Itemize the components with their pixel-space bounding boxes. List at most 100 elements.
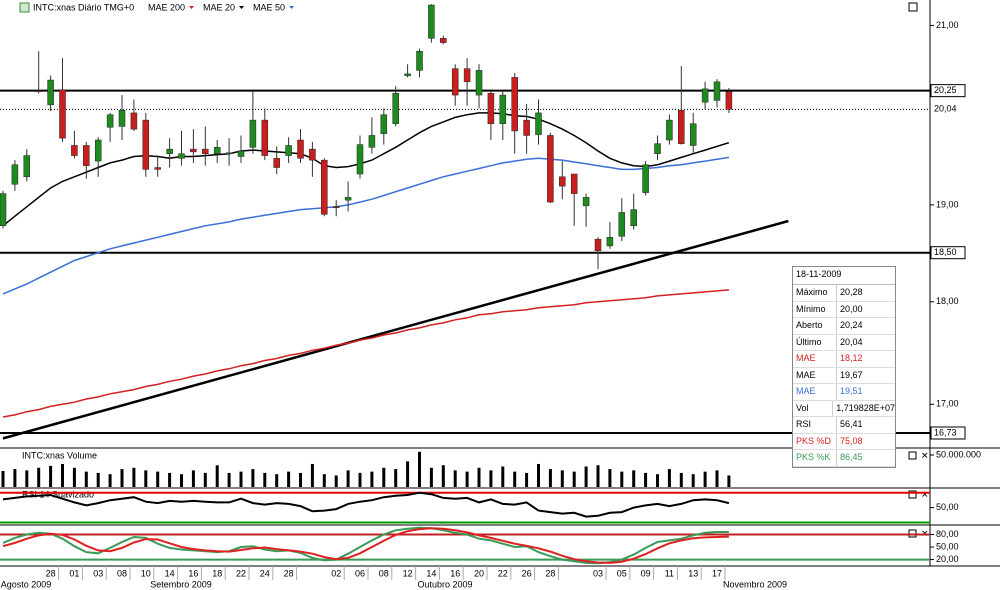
info-value: 18,12 [840,353,863,363]
panel-title: INTC:xnas Volume [22,450,97,460]
candle-body [59,89,66,139]
candle-body [118,109,126,127]
x-tick-label: 01 [69,568,79,578]
volume-bar [418,451,421,487]
volume-bar [322,474,326,487]
volume-bar [548,469,552,487]
info-row: PKS %D 75,08 [793,433,895,450]
x-tick-label: 24 [260,568,270,578]
symbol-icon[interactable] [19,2,30,13]
volume-bar [644,472,648,487]
volume-bar [144,470,148,487]
volume-bar [239,471,243,487]
volume-bar [263,472,267,487]
volume-bar [132,467,136,487]
y-tick-label: 50,00 [936,502,959,512]
info-label: Último [793,334,837,350]
candle-body [83,145,90,166]
info-value: 86,45 [840,452,863,462]
candle-body [523,119,530,136]
candle-body [416,50,423,71]
volume-bar [84,471,88,487]
volume-bar [501,466,505,487]
volume-bar [37,467,41,487]
maximize-button[interactable] [908,451,917,460]
x-tick-label: 16 [450,568,460,578]
info-value: 19,67 [840,369,863,380]
x-tick-label: 02 [331,568,341,578]
volume-bar [168,472,172,487]
info-value: 20,00 [840,303,863,314]
candle-body [273,158,280,168]
candle-body [166,148,173,154]
level-label-box [930,426,966,440]
info-label: Máximo [793,285,837,301]
candle-body [309,148,316,161]
volume-bar [227,472,231,487]
volume-bar [513,471,517,487]
volume-bar [25,470,29,487]
x-tick-label: 11 [665,568,674,578]
maximize-button[interactable] [908,2,918,12]
close-button[interactable]: ✕ [921,450,929,460]
info-row: Máximo 20,28 [793,285,895,302]
volume-bar [1,470,5,487]
candle-body [0,193,7,227]
x-tick-label: 12 [403,568,413,578]
volume-bar [382,467,386,487]
candle-body [71,145,78,156]
volume-bar [299,472,302,487]
candle-body [701,88,709,103]
candle-body [321,159,328,215]
info-label: PKS %K [793,450,837,466]
info-label: Aberto [793,318,837,334]
candle-body [689,123,697,146]
x-tick-label: 16 [188,568,198,578]
candle-body [630,209,637,227]
legend-dropdown [289,6,295,9]
volume-bar [656,474,659,487]
maximize-button[interactable] [908,529,917,538]
candle-body [594,238,602,252]
volume-bar [191,470,195,487]
candle-body [475,70,483,96]
candle-body [142,119,150,170]
volume-bar [727,475,731,487]
info-row: Último 20,04 [793,334,895,351]
candle-body [511,77,518,132]
close-button[interactable]: ✕ [921,528,929,538]
volume-bar [251,469,255,487]
candle-body [582,197,590,207]
candle-body [713,81,721,101]
candle-body [559,176,566,187]
volume-bar [334,475,338,487]
x-tick-label: 22 [236,568,246,578]
info-row: Aberto 20,24 [793,318,895,335]
candle-body [678,109,685,144]
volume-bar [394,469,398,487]
maximize-button[interactable] [908,490,917,499]
candle-body [202,148,209,154]
y-tick-label: 50,00 [936,541,959,551]
month-label: Setembro 2009 [150,579,212,589]
y-tick-label: 18,00 [936,296,959,306]
candle-body [190,148,197,153]
candle-body [178,153,185,159]
indicator-line [2,527,729,564]
info-panel: 18-11-2009 Máximo 20,28 Mínimo 20,00 Aberto 2… [792,266,896,468]
candle-body [106,114,114,128]
legend-entry: MAE 50 [253,2,285,12]
volume-bar [525,472,529,487]
candle-body [451,68,459,96]
candle-body [297,139,304,159]
volume-bar [275,474,279,487]
close-button[interactable]: ✕ [921,489,929,499]
chart-title: INTC:xnas Diário TMG+0 [33,2,134,12]
x-tick-label: 18 [212,568,222,578]
candle-body [213,147,221,154]
candle-body [380,114,388,134]
x-tick-label: 10 [141,568,151,578]
volume-bar [13,469,17,487]
candle-body [654,143,661,154]
y-tick-label: 17,00 [936,399,959,409]
